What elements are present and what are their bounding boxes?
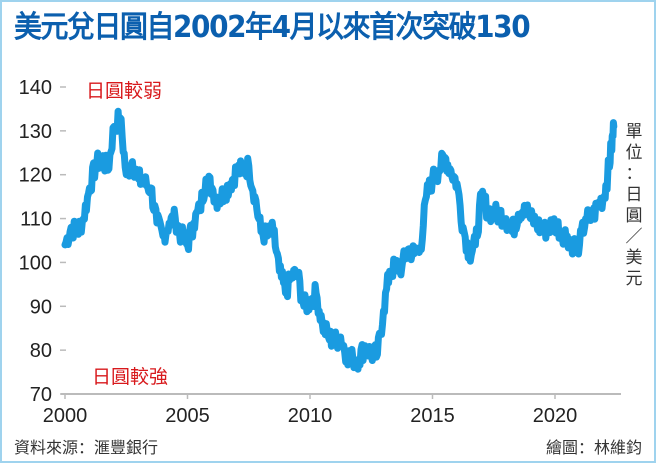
y-tick-label: 80: [30, 340, 52, 362]
weak-yen-annotation: 日圓較弱: [86, 80, 163, 102]
unit-label-char: 位: [625, 143, 643, 163]
y-axis: 70 80 90 100 110 120 130 140: [19, 77, 66, 406]
source-note: 資料來源：滙豐銀行: [14, 438, 159, 457]
unit-label-char: ：: [625, 164, 643, 184]
x-tick-label: 2020: [533, 405, 578, 427]
unit-label-char: 圓: [625, 206, 643, 226]
y-tick-label: 120: [19, 165, 52, 187]
y-tick-label: 100: [19, 252, 52, 274]
x-tick-label: 2005: [165, 405, 210, 427]
x-tick-label: 2010: [288, 405, 333, 427]
unit-label-char: 單: [625, 122, 643, 142]
y-tick-label: 140: [19, 77, 52, 99]
chart-title: 美元兌日圓自2002年4月以來首次突破130: [14, 10, 531, 45]
y-tick-label: 70: [30, 384, 52, 406]
usd-jpy-line: [61, 107, 618, 373]
unit-label-char: 元: [625, 269, 643, 289]
unit-label-char: 日: [625, 185, 643, 205]
x-tick-label: 2015: [410, 405, 455, 427]
unit-label-char: ／: [625, 227, 643, 247]
graphic-credit: 繪圖：林維鈞: [545, 438, 642, 457]
y-tick-label: 90: [30, 296, 52, 318]
unit-label: 單位：日圓／美元: [624, 122, 644, 290]
x-axis: 2000 2005 2010 2015 2020: [43, 393, 621, 427]
strong-yen-annotation: 日圓較強: [92, 366, 169, 388]
y-tick-label: 130: [19, 121, 52, 143]
x-tick-label: 2000: [43, 405, 88, 427]
y-tick-label: 110: [20, 209, 52, 231]
unit-label-char: 美: [625, 248, 643, 268]
